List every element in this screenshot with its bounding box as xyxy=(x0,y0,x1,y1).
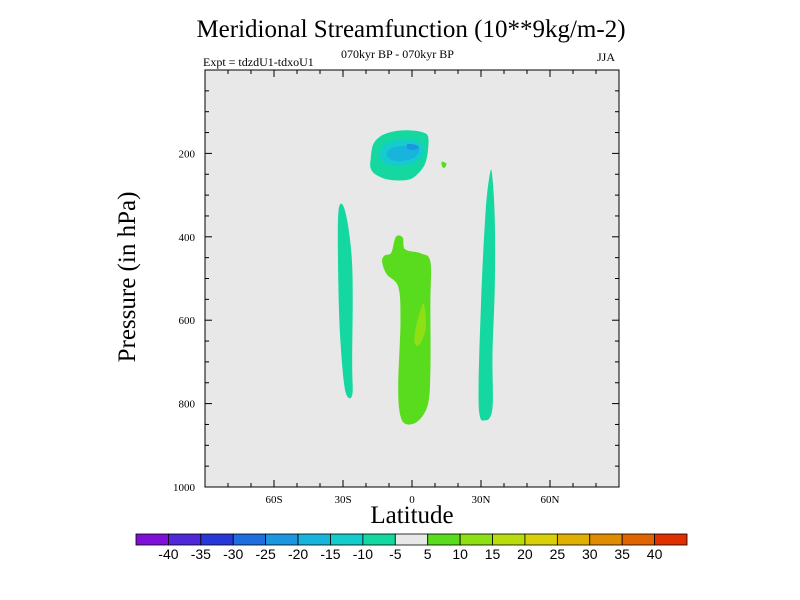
colorbar-label: 20 xyxy=(517,546,533,562)
x-tick-label: 60S xyxy=(265,494,282,506)
colorbar-swatch xyxy=(265,533,299,546)
contour-small-spot xyxy=(441,161,447,169)
colorbar-swatch xyxy=(621,533,655,546)
period-label: 070kyr BP - 070kyr BP xyxy=(341,47,454,61)
contour-layer xyxy=(337,130,496,425)
y-tick-label: 1000 xyxy=(173,482,196,494)
y-tick-label: 400 xyxy=(179,232,196,244)
colorbar-label: -15 xyxy=(320,546,340,562)
colorbar-label: -30 xyxy=(223,546,243,562)
x-tick-label: 0 xyxy=(409,494,415,506)
season-label: JJA xyxy=(597,50,616,64)
colorbar-label: -20 xyxy=(288,546,308,562)
colorbar: -40 -35 -30 -25 -20 -15 -10 -5 5 10 15 20 25 30 35 40 xyxy=(135,533,688,562)
contour-central-column-core xyxy=(414,303,427,346)
axes: 200 400 600 800 1000 60S 30S 0 30N 60N xyxy=(173,69,620,506)
colorbar-swatch xyxy=(492,533,526,546)
contour-upper-cell-core xyxy=(406,144,420,151)
contour-central-column xyxy=(382,235,432,425)
x-tick-label: 60N xyxy=(541,494,560,506)
colorbar-swatch xyxy=(232,533,267,546)
colorbar-swatch xyxy=(589,533,623,546)
colorbar-swatch xyxy=(654,533,688,546)
colorbar-label: -40 xyxy=(158,546,178,562)
x-tick-label: 30N xyxy=(472,494,491,506)
colorbar-swatch xyxy=(168,533,202,546)
colorbar-swatch xyxy=(524,533,558,546)
colorbar-swatch xyxy=(135,533,169,546)
colorbar-swatch xyxy=(362,533,396,546)
contour-northern-column xyxy=(478,169,496,421)
colorbar-label: -35 xyxy=(191,546,211,562)
colorbar-swatch xyxy=(200,533,234,546)
colorbar-swatch xyxy=(459,533,493,546)
chart-title: Meridional Streamfunction (10**9kg/m-2) xyxy=(196,16,626,43)
colorbar-label: 15 xyxy=(485,546,501,562)
colorbar-label: 30 xyxy=(582,546,598,562)
colorbar-label: 35 xyxy=(614,546,630,562)
colorbar-swatch xyxy=(330,533,364,546)
colorbar-swatch xyxy=(394,533,429,546)
colorbar-label: 5 xyxy=(424,546,432,562)
colorbar-label: -5 xyxy=(389,546,402,562)
y-tick-label: 800 xyxy=(179,399,196,411)
colorbar-swatch xyxy=(297,533,331,546)
y-tick-label: 600 xyxy=(179,315,196,327)
x-tick-label: 30S xyxy=(334,494,351,506)
x-axis-label: Latitude xyxy=(370,502,454,529)
colorbar-label: 40 xyxy=(647,546,663,562)
colorbar-label: 25 xyxy=(550,546,566,562)
experiment-label: Expt = tdzdU1-tdxoU1 xyxy=(203,55,314,69)
colorbar-swatch xyxy=(556,533,591,546)
colorbar-swatch xyxy=(427,533,461,546)
colorbar-label: -25 xyxy=(256,546,276,562)
contour-southern-column xyxy=(337,203,353,399)
colorbar-label: -10 xyxy=(353,546,373,562)
colorbar-label: 10 xyxy=(452,546,468,562)
y-tick-label: 200 xyxy=(179,148,196,160)
